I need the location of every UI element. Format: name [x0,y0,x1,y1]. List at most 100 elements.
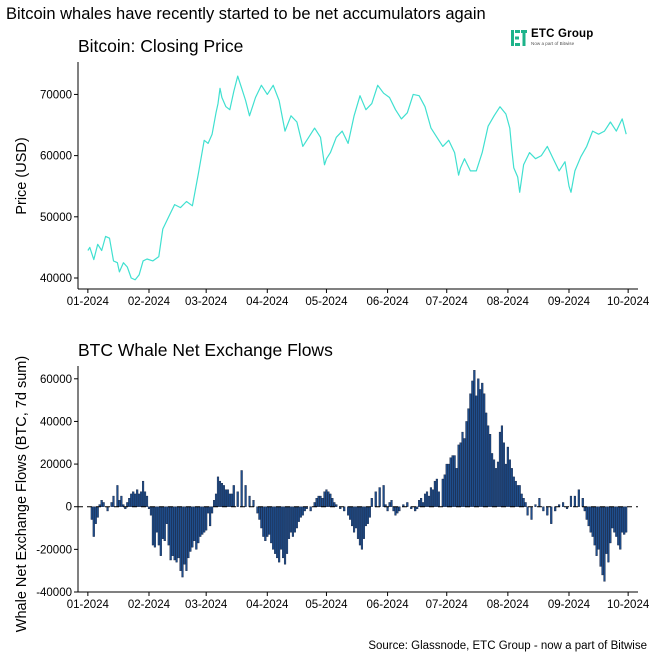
flow-bar [589,506,592,533]
flow-bar [270,506,273,544]
flow-bar [473,370,476,507]
flow-bar [147,506,151,510]
flow-bar [429,487,433,507]
flow-bar [368,506,371,518]
flow-bar [177,506,180,559]
flow-bar [100,500,103,507]
flow-bar [569,495,573,507]
flow-bar [149,506,153,516]
flow-bar [295,506,298,529]
flow-bar [534,504,537,507]
flow-bar [611,506,614,529]
flow-bar [370,498,373,507]
flow-bar [193,506,196,542]
flow-bar [455,468,458,507]
flow-bar [297,506,300,522]
price-line [87,75,627,281]
flow-bar [489,434,492,507]
flow-bar [327,491,330,507]
flow-bar [329,493,332,507]
flow-bar [291,506,294,537]
flow-bar [264,506,267,542]
flow-bar [289,506,293,533]
flow-bar [358,506,362,546]
flow-bar [90,506,93,520]
x-tick-label: 05-2024 [305,296,348,308]
x-tick-label: 01-2024 [67,599,110,611]
flow-bar [538,498,541,507]
flow-bar [485,412,488,507]
y-axis-label: Price (USD) [14,137,30,214]
flow-bar [287,506,291,539]
flow-bar [362,506,365,539]
flow-bar [325,489,328,507]
flow-bar [530,506,533,520]
flow-bar [352,506,356,533]
flow-bar [293,506,296,533]
flow-bar [427,495,431,507]
flow-bar [577,489,580,507]
flow-bar [573,495,576,507]
flow-bar [356,506,360,539]
flow-bar [512,476,515,507]
flow-bar [494,468,498,507]
flow-bar [151,506,154,546]
flow-bar [481,382,484,507]
flow-bar [128,498,131,507]
flow-bar [445,463,448,507]
x-tick-label: 04-2024 [246,599,289,611]
flow-bar [420,498,423,507]
x-tick-label: 01-2024 [67,296,110,308]
flow-bar [467,408,470,507]
flow-bar [581,498,584,507]
flow-bar [546,506,549,516]
flow-bar [163,506,166,542]
x-tick-label: 02-2024 [128,599,171,611]
flow-bar [201,506,204,535]
flow-bar [500,425,504,507]
flow-bar [593,506,596,546]
flow-bar [390,500,393,507]
flow-bar [378,487,381,507]
flow-bar [354,506,358,529]
flow-bar [623,506,626,535]
flow-bar [317,495,320,507]
price-chart-title: Bitcoin: Closing Price [78,36,243,56]
flow-bar [187,506,190,559]
flow-bar [504,463,507,507]
flow-bar [595,506,598,556]
flow-bar [110,502,113,507]
flow-bar [392,506,395,512]
flow-bar [205,506,208,531]
flow-bar [522,498,525,507]
flow-bar [349,506,352,520]
flow-bar [120,495,123,507]
flow-bar [195,506,198,550]
x-tick-label: 09-2024 [548,599,591,611]
flow-bar [441,478,444,507]
x-tick-label: 08-2024 [487,599,530,611]
flow-bar [260,506,263,529]
flow-bar [130,493,133,507]
flow-bar [492,459,496,507]
flow-bar [475,395,478,507]
flow-bar [303,506,306,512]
flow-bar [92,506,95,537]
flow-bar [169,506,172,561]
flow-bar [491,453,494,507]
flow-bar [621,506,624,533]
flow-bar [248,495,251,507]
x-tick-label: 03-2024 [185,599,228,611]
flow-bar [483,393,486,507]
flow-bar [425,491,429,507]
flow-bar [189,506,192,552]
flow-bar [597,506,600,550]
flow-bar [508,459,511,507]
flow-bar [510,468,513,507]
flow-bar [583,506,586,512]
flow-bar [416,506,419,510]
flow-bar [301,506,304,516]
flow-bar [220,483,224,507]
flow-bar [331,498,334,507]
flow-bar [360,506,364,550]
